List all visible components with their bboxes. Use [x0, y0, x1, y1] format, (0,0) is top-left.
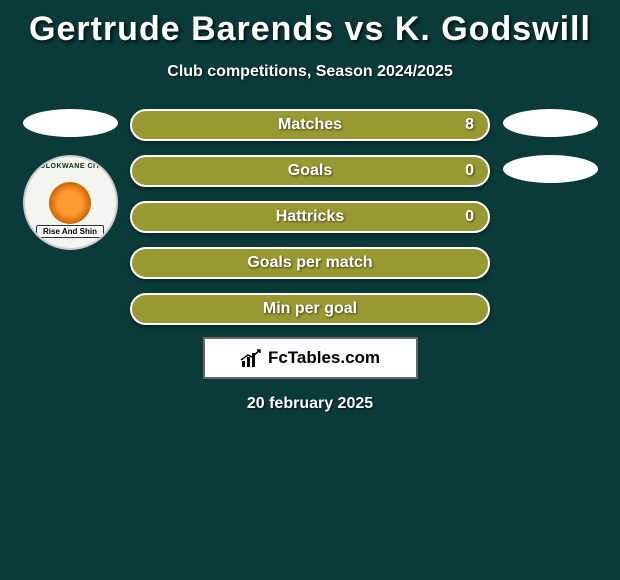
- stat-bar-goals: Goals 0: [130, 155, 490, 187]
- stat-bars-container: Matches 8 Goals 0 Hattricks 0 Goals per …: [120, 109, 500, 325]
- crest-banner-text: Rise And Shin: [36, 225, 104, 238]
- player-right-column: [500, 109, 600, 325]
- stat-bar-matches: Matches 8: [130, 109, 490, 141]
- stat-bar-hattricks: Hattricks 0: [130, 201, 490, 233]
- player-right-avatar-placeholder: [503, 109, 598, 137]
- stat-label: Goals: [288, 162, 332, 180]
- branding-box[interactable]: FcTables.com: [203, 337, 418, 379]
- stat-value: 0: [465, 162, 474, 180]
- crest-top-text: POLOKWANE CITY: [35, 163, 106, 170]
- player-left-column: POLOKWANE CITY Rise And Shin: [20, 109, 120, 325]
- branding-text: FcTables.com: [268, 348, 380, 368]
- stat-label: Matches: [278, 116, 342, 134]
- player-left-club-crest: POLOKWANE CITY Rise And Shin: [23, 155, 118, 250]
- comparison-date: 20 february 2025: [0, 395, 620, 413]
- player-left-avatar-placeholder: [23, 109, 118, 137]
- main-comparison-area: POLOKWANE CITY Rise And Shin Matches 8 G…: [0, 109, 620, 325]
- stat-label: Hattricks: [276, 208, 344, 226]
- branding-chart-icon: [240, 349, 262, 367]
- stat-value: 0: [465, 208, 474, 226]
- comparison-subtitle: Club competitions, Season 2024/2025: [0, 63, 620, 81]
- comparison-title: Gertrude Barends vs K. Godswill: [0, 0, 620, 49]
- crest-emblem-icon: [49, 182, 91, 224]
- stat-bar-min-per-goal: Min per goal: [130, 293, 490, 325]
- stat-value: 8: [465, 116, 474, 134]
- player-right-club-placeholder: [503, 155, 598, 183]
- stat-label: Goals per match: [247, 254, 372, 272]
- stat-label: Min per goal: [263, 300, 357, 318]
- stat-bar-goals-per-match: Goals per match: [130, 247, 490, 279]
